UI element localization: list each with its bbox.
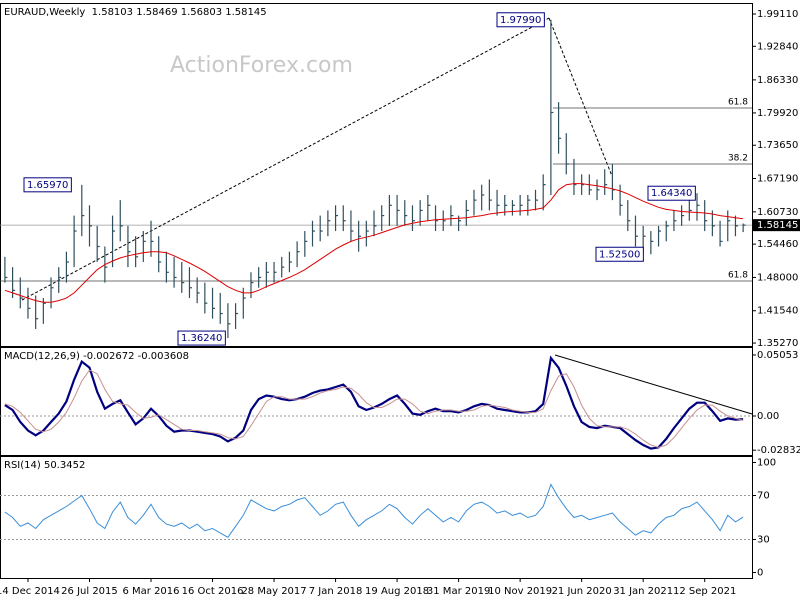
price-panel-frame [0,3,753,347]
annotation-box [595,246,644,262]
fib-label: 61.8 [728,98,748,108]
y-tick-label: 1.48000 [757,272,798,283]
y-tick-label: 1.35270 [757,338,798,349]
price-annotation: 1.52500 [599,249,640,260]
price-annotation: 1.64340 [651,188,692,199]
y-tick-label: 30 [757,535,770,546]
last-price-label: 1.58145 [757,220,798,231]
fib-label: 38.2 [728,153,748,163]
y-tick-label: 1.99110 [757,9,798,20]
y-tick-label: 1.60730 [757,207,798,218]
annotation-box [177,330,226,346]
x-tick-label: 12 Sep 2021 [673,586,736,597]
y-tick-label: 70 [757,491,770,502]
fib-label: 61.8 [728,271,748,281]
x-tick-label: 31 Jan 2021 [613,586,673,597]
last-price-box [752,219,800,232]
panel-title: EURAUD,Weekly 1.58103 1.58469 1.56803 1.… [4,7,267,18]
y-tick-label: 1.41540 [757,306,798,317]
panel-title: MACD(12,26,9) -0.002672 -0.003608 [4,351,189,362]
y-tick-label: -0.028323 [757,445,800,456]
y-tick-label: 0 [757,568,763,579]
y-tick-label: 1.73650 [757,140,798,151]
annotation-box [496,12,545,28]
trend-line [548,17,613,177]
x-tick-label: 6 Mar 2016 [122,586,179,597]
x-tick-label: 14 Dec 2014 [0,586,60,597]
signal-line [4,369,744,448]
x-tick-label: 31 Mar 2019 [427,586,490,597]
x-tick-label: 26 Jul 2015 [61,586,118,597]
x-tick-label: 16 Oct 2016 [182,586,244,597]
macd-panel-frame [0,347,753,456]
rsi-line [4,483,744,538]
y-tick-label: 100 [757,458,776,469]
y-tick-label: 1.92840 [757,41,798,52]
watermark: ActionForex.com [170,53,353,78]
panel-title: RSI(14) 50.3452 [4,460,85,471]
rsi-panel-frame [0,456,753,579]
y-tick-label: 0.05053 [757,350,798,361]
moving-average [4,183,744,303]
price-annotation: 1.65970 [27,180,68,191]
macd-trend-line [554,354,753,415]
y-tick-label: 1.54460 [757,239,798,250]
annotation-box [647,185,696,201]
price-annotation: 1.36240 [181,333,222,344]
y-tick-label: 1.86330 [757,75,798,86]
y-tick-label: 0.00 [757,411,779,422]
x-tick-label: 10 Nov 2019 [488,586,552,597]
x-tick-label: 7 Jan 2018 [309,586,363,597]
price-annotation: 1.97990 [500,15,541,26]
y-tick-label: 1.79920 [757,108,798,119]
annotation-box [23,177,72,193]
x-tick-label: 28 May 2017 [241,586,306,597]
x-tick-label: 19 Aug 2018 [365,586,429,597]
x-tick-label: 21 Jun 2020 [552,586,612,597]
y-tick-label: 1.67190 [757,174,798,185]
